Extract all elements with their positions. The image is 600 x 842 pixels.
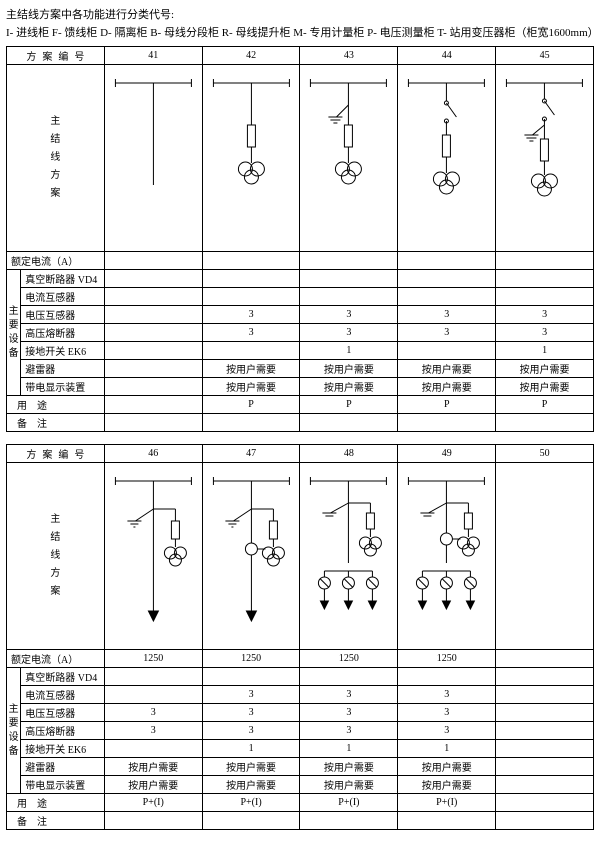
diagram-47 xyxy=(202,463,300,650)
diagram-43 xyxy=(300,65,398,252)
equipment-group-label: 主要设备 xyxy=(8,305,20,361)
diagram-50 xyxy=(496,463,594,650)
col-44: 44 xyxy=(398,47,496,65)
diagram-46 xyxy=(104,463,202,650)
legend-line: I- 进线柜 F- 馈线柜 D- 隔离柜 B- 母线分段柜 R- 母线提升柜 M… xyxy=(6,24,594,40)
diagram-45 xyxy=(496,65,594,252)
diagram-49 xyxy=(398,463,496,650)
diagram-41 xyxy=(104,65,202,252)
main-diagram-label: 主结线方案 xyxy=(49,113,61,203)
scheme-table-1: 方案编号 41 42 43 44 45 主结线方案 xyxy=(6,46,594,432)
col-41: 41 xyxy=(104,47,202,65)
scheme-number-header: 方案编号 xyxy=(7,47,105,65)
col-49: 49 xyxy=(398,445,496,463)
scheme-number-header: 方案编号 xyxy=(7,445,105,463)
scheme-table-2: 方案编号 46 47 48 49 50 主结线方案 xyxy=(6,444,594,830)
rated-current-label: 额定电流（A） xyxy=(7,252,105,270)
col-47: 47 xyxy=(202,445,300,463)
diagram-42 xyxy=(202,65,300,252)
col-43: 43 xyxy=(300,47,398,65)
col-46: 46 xyxy=(104,445,202,463)
col-45: 45 xyxy=(496,47,594,65)
page-title: 主结线方案中各功能进行分类代号: xyxy=(6,6,594,22)
diagram-48 xyxy=(300,463,398,650)
col-50: 50 xyxy=(496,445,594,463)
col-42: 42 xyxy=(202,47,300,65)
col-48: 48 xyxy=(300,445,398,463)
diagram-44 xyxy=(398,65,496,252)
main-diagram-label: 主结线方案 xyxy=(49,511,61,601)
